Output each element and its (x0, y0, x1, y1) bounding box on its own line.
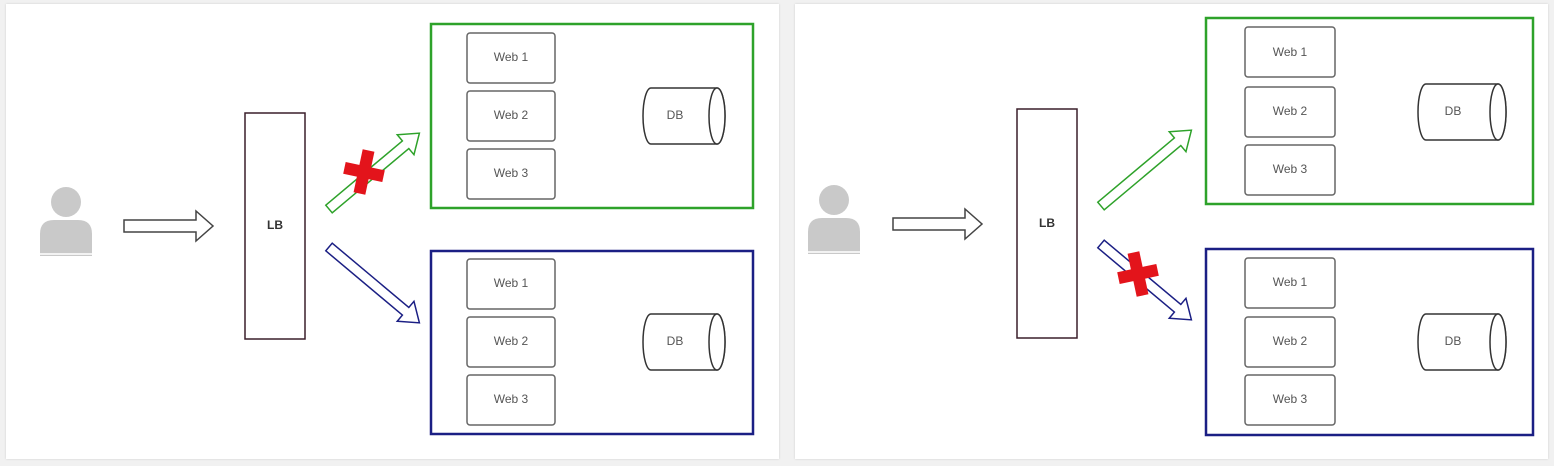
web-server-label: Web 1 (1273, 45, 1308, 59)
route-arrow-blue (324, 242, 421, 324)
web-server-label: Web 1 (494, 50, 529, 64)
web-server: Web 2 (466, 316, 556, 368)
database-label: DB (1445, 334, 1462, 348)
blue-server-group: Web 1 Web 2 Web 3 DB (1204, 247, 1535, 437)
web-server: Web 1 (1244, 257, 1336, 309)
web-server: Web 2 (466, 90, 556, 142)
web-server-label: Web 2 (494, 334, 529, 348)
user-icon (808, 185, 860, 254)
web-server-label: Web 1 (1273, 275, 1308, 289)
database-icon: DB (642, 313, 726, 371)
database-label: DB (667, 334, 684, 348)
diagram-right: LB Web 1 Web 2 Web (808, 16, 1535, 437)
web-server: Web 1 (1244, 26, 1336, 78)
user-icon (40, 187, 92, 256)
lb-label: LB (267, 218, 283, 232)
web-server: Web 3 (466, 374, 556, 426)
deployment-panel-right: LB Web 1 Web 2 Web (795, 4, 1548, 459)
database-icon: DB (1417, 83, 1507, 141)
green-server-group: Web 1 Web 2 Web 3 DB (1204, 16, 1535, 206)
web-server: Web 2 (1244, 316, 1336, 368)
green-server-group: Web 1 Web 2 Web 3 DB (429, 22, 755, 210)
lb-label: LB (1039, 216, 1055, 230)
database-label: DB (1445, 104, 1462, 118)
web-server: Web 3 (466, 148, 556, 200)
route-arrow-green (1096, 129, 1193, 211)
route-arrow-blue (1096, 239, 1193, 321)
arrow-right-icon (123, 209, 215, 243)
web-server: Web 1 (466, 258, 556, 310)
arrow-right-icon (892, 207, 984, 241)
load-balancer: LB (244, 112, 306, 340)
web-server-label: Web 3 (1273, 162, 1308, 176)
web-server-label: Web 1 (494, 276, 529, 290)
web-server-label: Web 2 (1273, 104, 1308, 118)
deployment-panel-left: LB Web 1 Web 2 Web (6, 4, 779, 459)
red-cross-icon (1117, 251, 1159, 297)
web-server: Web 3 (1244, 144, 1336, 196)
database-icon: DB (1417, 313, 1507, 371)
blue-server-group: Web 1 Web 2 Web 3 DB (429, 249, 755, 436)
web-server-label: Web 2 (1273, 334, 1308, 348)
web-server: Web 3 (1244, 374, 1336, 426)
web-server-label: Web 2 (494, 108, 529, 122)
diagram-left: LB Web 1 Web 2 Web (40, 22, 755, 436)
database-icon: DB (642, 87, 726, 145)
web-server-label: Web 3 (1273, 392, 1308, 406)
web-server: Web 1 (466, 32, 556, 84)
load-balancer: LB (1016, 108, 1078, 339)
web-server: Web 2 (1244, 86, 1336, 138)
web-server-label: Web 3 (494, 166, 529, 180)
database-label: DB (667, 108, 684, 122)
red-cross-icon (343, 149, 385, 195)
web-server-label: Web 3 (494, 392, 529, 406)
